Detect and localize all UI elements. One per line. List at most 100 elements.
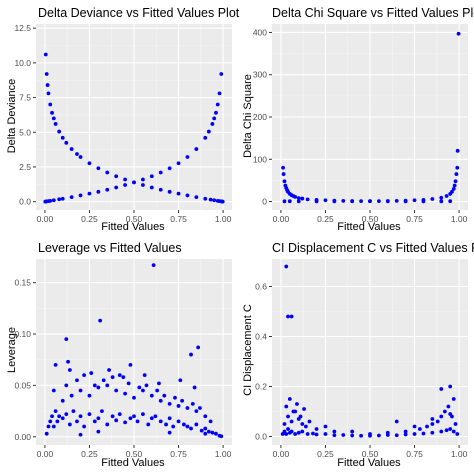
- grid: [272, 24, 468, 210]
- data-point: [323, 432, 328, 436]
- data-point: [430, 197, 435, 201]
- data-point: [286, 414, 290, 419]
- data-point: [189, 352, 193, 357]
- data-point: [45, 83, 50, 87]
- data-point: [282, 199, 287, 204]
- data-point: [199, 428, 204, 433]
- panel-leverage: Leverage vs Fitted Values Leverage Fitte…: [6, 241, 232, 469]
- data-point: [82, 424, 87, 429]
- data-point: [417, 427, 422, 431]
- x-tick-label: 0.00: [273, 214, 290, 224]
- data-point: [300, 429, 305, 434]
- data-point: [194, 422, 199, 427]
- data-point: [196, 345, 201, 350]
- data-point: [194, 147, 199, 151]
- data-point: [60, 196, 65, 201]
- x-tick-label: 0.50: [126, 214, 143, 224]
- data-point: [114, 185, 119, 190]
- data-point: [359, 199, 363, 204]
- data-point: [311, 431, 315, 436]
- data-point: [332, 433, 337, 438]
- data-point: [293, 194, 298, 199]
- y-axis-label: Leverage: [6, 327, 18, 373]
- data-point: [385, 430, 390, 435]
- y-tick-label: 2.5: [19, 162, 31, 172]
- data-point: [446, 404, 451, 409]
- data-point: [203, 414, 208, 419]
- data-point: [192, 385, 197, 390]
- data-point: [50, 414, 54, 419]
- data-point: [403, 429, 408, 434]
- data-point: [296, 199, 301, 204]
- data-point: [293, 432, 298, 436]
- data-point: [149, 416, 154, 421]
- data-point: [141, 177, 145, 182]
- data-point: [153, 414, 158, 419]
- data-point: [368, 432, 372, 436]
- panel-delta-deviance: Delta Deviance vs Fitted Values Plot Del…: [6, 6, 240, 233]
- data-point: [110, 414, 115, 419]
- x-tick-label: 0.00: [37, 449, 54, 459]
- data-point: [98, 318, 103, 323]
- data-point: [289, 429, 294, 434]
- data-point: [144, 383, 149, 388]
- data-point: [92, 383, 97, 388]
- x-tick-label: 0.25: [317, 449, 334, 459]
- data-point: [55, 419, 60, 424]
- y-axis-label: Delta Deviance: [6, 79, 18, 154]
- data-point: [48, 419, 53, 424]
- data-point: [181, 422, 186, 427]
- data-point: [176, 419, 181, 424]
- data-point: [219, 434, 224, 439]
- data-point: [123, 391, 127, 396]
- data-point: [180, 398, 185, 403]
- data-point: [448, 412, 453, 416]
- data-point: [96, 189, 101, 194]
- data-point: [137, 385, 142, 390]
- data-point: [350, 199, 355, 204]
- data-point: [455, 165, 460, 170]
- data-point: [132, 180, 136, 185]
- data-point: [208, 197, 213, 202]
- data-point: [453, 422, 458, 426]
- y-tick-label: 400: [253, 27, 267, 37]
- data-point: [167, 430, 172, 435]
- x-axis-label: Fitted Values: [337, 221, 401, 233]
- data-point: [439, 199, 444, 204]
- data-point: [359, 433, 363, 438]
- data-point: [75, 152, 79, 156]
- data-point: [67, 368, 72, 372]
- data-point: [158, 170, 163, 175]
- data-point: [46, 91, 51, 96]
- data-point: [149, 174, 154, 179]
- x-tick-label: 0.50: [362, 449, 379, 459]
- data-point: [87, 412, 92, 417]
- data-point: [185, 193, 190, 198]
- data-point: [87, 161, 92, 166]
- data-point: [212, 116, 217, 121]
- data-point: [128, 362, 133, 367]
- data-point: [394, 199, 399, 203]
- data-point: [289, 419, 294, 424]
- data-point: [101, 378, 106, 383]
- data-point: [217, 91, 222, 96]
- data-point: [412, 424, 417, 429]
- data-point: [450, 189, 454, 194]
- y-tick-label: 0: [262, 197, 267, 207]
- x-tick-label: 0.75: [170, 214, 187, 224]
- data-point: [307, 419, 312, 424]
- data-point: [298, 414, 303, 419]
- data-point: [78, 155, 83, 159]
- data-point: [286, 314, 290, 319]
- data-point: [282, 179, 287, 184]
- data-point: [412, 198, 417, 203]
- data-point: [171, 424, 176, 429]
- y-tick-label: 0.0: [19, 197, 31, 207]
- data-point: [214, 431, 218, 436]
- data-point: [212, 198, 217, 203]
- points: [280, 264, 460, 438]
- data-point: [126, 381, 131, 386]
- y-tick-label: 0.10: [14, 329, 31, 339]
- y-tick-label: 0.2: [255, 382, 267, 392]
